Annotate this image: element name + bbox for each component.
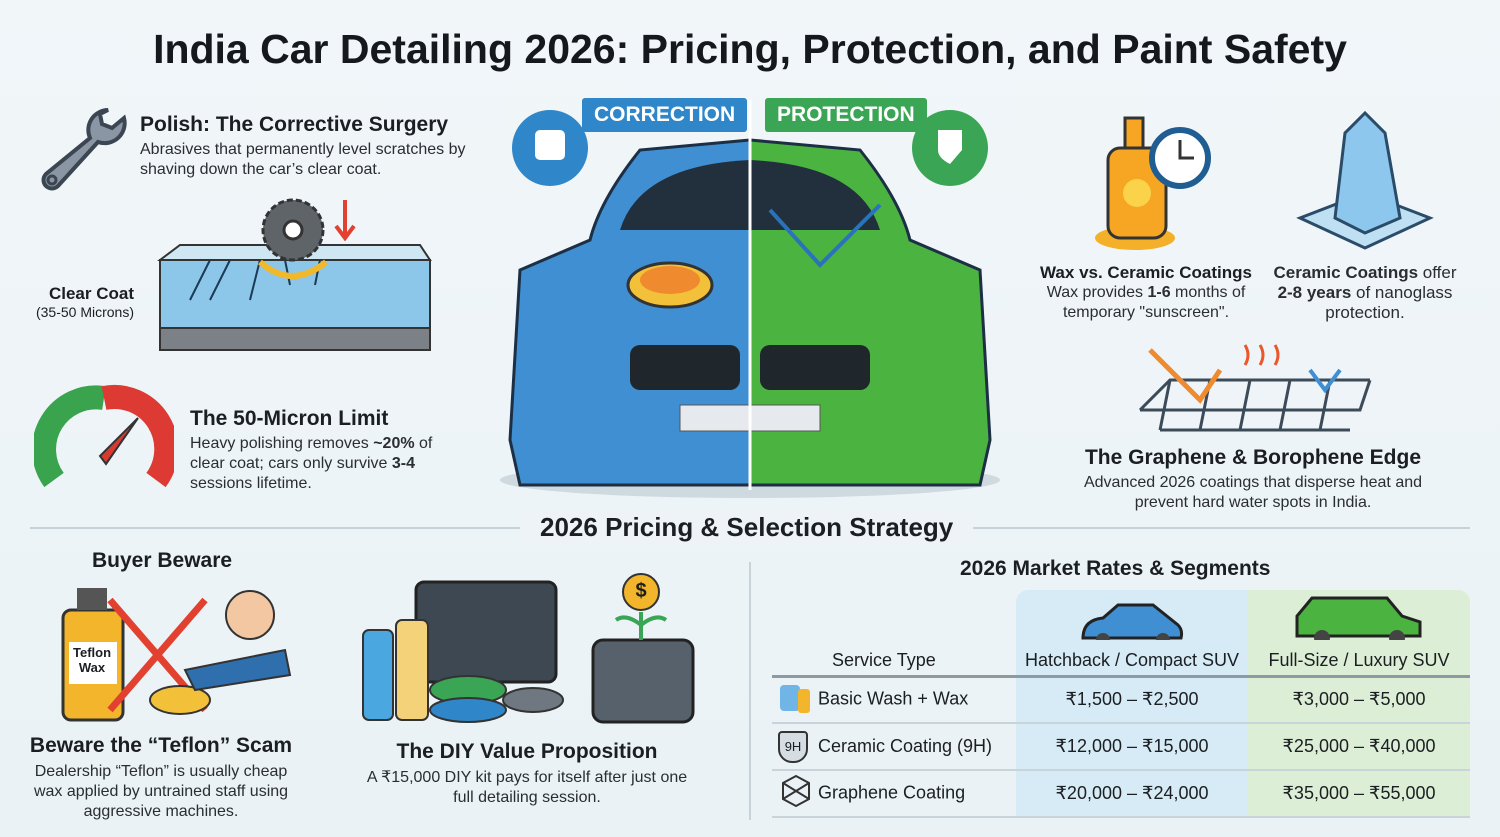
- rates-title: 2026 Market Rates & Segments: [960, 557, 1271, 580]
- limit-title: The 50-Micron Limit: [190, 407, 389, 430]
- beware-heading: Buyer Beware: [92, 549, 233, 572]
- polish-title: Polish: The Corrective Surgery: [140, 113, 449, 136]
- diy-kit-illustration: [362, 573, 695, 724]
- diy-title: The DIY Value Proposition: [396, 740, 658, 763]
- wax-text: Wax provides 1-6 months of temporary "su…: [1046, 284, 1246, 321]
- table-row: Basic Wash + Wax ₹1,500 – ₹2,500 ₹3,000 – …: [772, 676, 1470, 724]
- car-illustration: [500, 100, 1000, 498]
- gauge-icon: [34, 385, 174, 488]
- clear-coat-diagram: [157, 198, 432, 351]
- diy-text: A ₹15,000 DIY kit pays for itself after …: [366, 769, 688, 806]
- table-header-row: Service Type Hatchback / Compact SUV Full-…: [772, 640, 1470, 678]
- shield-9h-icon: 9H: [778, 730, 818, 763]
- rates-table: Service Type Hatchback / Compact SUV Full-…: [772, 640, 1470, 818]
- page-title: India Car Detailing 2026: Pricing, Prote…: [153, 26, 1347, 72]
- graphene-icon: [778, 773, 818, 814]
- teflon-bottle-label: Teflon Wax: [72, 645, 112, 675]
- crystal-icon: [1296, 110, 1434, 250]
- section-title: 2026 Pricing & Selection Strategy: [520, 512, 974, 543]
- polish-text: Abrasives that permanently level scratch…: [140, 141, 466, 178]
- sunscreen-bottle-icon: [1095, 116, 1211, 250]
- clear-coat-microns: (35-50 Microns): [35, 304, 134, 320]
- vertical-divider: [749, 562, 751, 820]
- graphene-text: Advanced 2026 coatings that disperse hea…: [1083, 474, 1423, 511]
- coin-symbol: $: [635, 580, 647, 602]
- graphene-title: The Graphene & Borophene Edge: [1084, 446, 1422, 469]
- table-row: Graphene Coating ₹20,000 – ₹24,000 ₹35,000…: [772, 770, 1470, 818]
- wash-wax-icon: [778, 679, 818, 720]
- wax-title: Wax vs. Ceramic Coatings: [1040, 263, 1252, 282]
- beware-title: Beware the “Teflon” Scam: [29, 734, 293, 757]
- graphene-lattice-icon: [1138, 344, 1372, 432]
- clear-coat-label: Clear Coat: [48, 284, 134, 303]
- teflon-scam-illustration: [61, 588, 292, 722]
- beware-text: Dealership “Teflon” is usually cheap wax…: [33, 763, 289, 820]
- wrench-icon: [41, 108, 127, 191]
- protection-tag: PROTECTION: [765, 98, 927, 132]
- table-row: 9H Ceramic Coating (9H) ₹12,000 – ₹15,000 ₹…: [772, 723, 1470, 771]
- ceramic-text: Ceramic Coatings offer 2-8 years of nano…: [1273, 263, 1457, 322]
- correction-tag: CORRECTION: [582, 98, 748, 132]
- limit-text: Heavy polishing removes ~20% of clear co…: [190, 435, 433, 492]
